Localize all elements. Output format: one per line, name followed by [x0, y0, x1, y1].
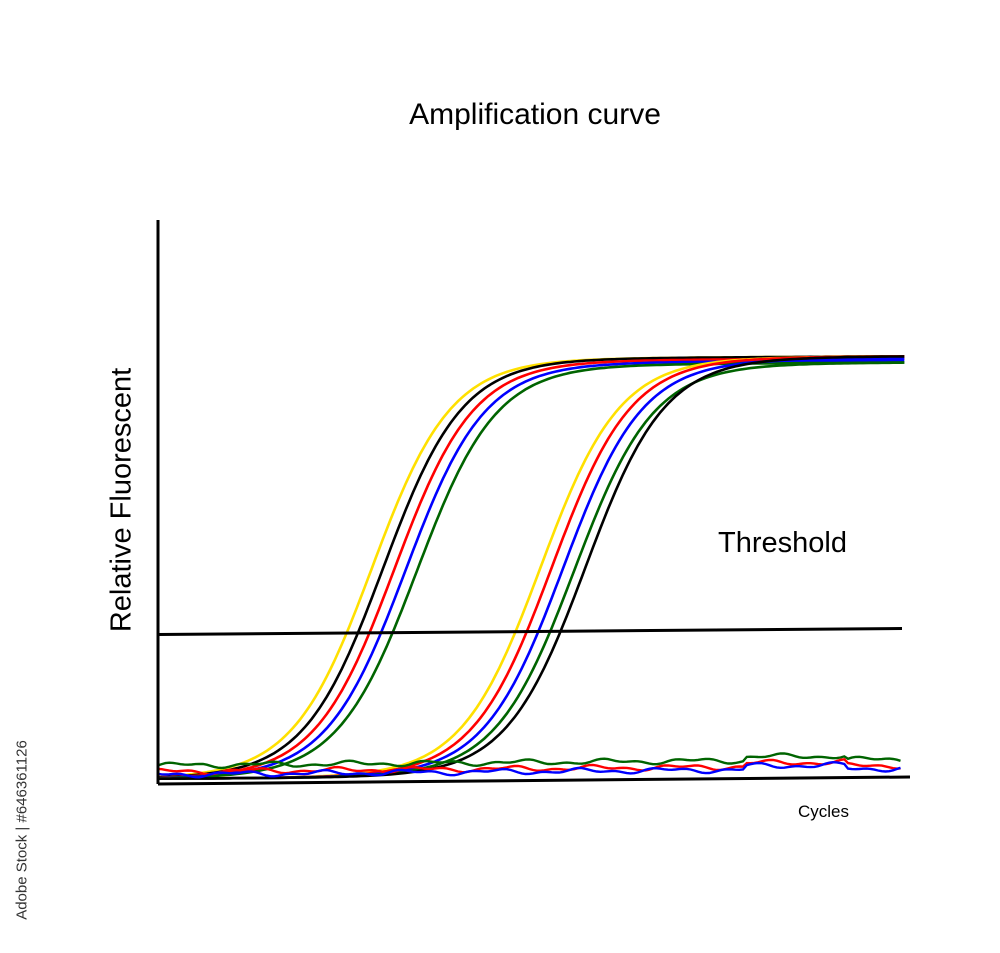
amplification-curve-blue-8 — [158, 357, 905, 780]
amplification-curve-yellow-1 — [157, 355, 905, 779]
threshold-line — [157, 627, 903, 637]
y-axis-label: Relative Fluorescent — [105, 367, 138, 633]
threshold-label: Threshold — [718, 527, 847, 559]
amplification-curve-green-5 — [157, 361, 905, 780]
baseline-curve-red — [157, 758, 901, 776]
stock-watermark: Adobe Stock | #646361126 — [13, 740, 31, 920]
chart-title: Amplification curve — [409, 98, 661, 131]
amplification-curve-black-2 — [157, 355, 905, 779]
amplification-curve-blue-4 — [157, 359, 905, 780]
amplification-curve-black-10 — [158, 355, 905, 780]
baseline-curve-green — [157, 752, 901, 770]
curve-layer — [157, 355, 905, 780]
amplification-curve-green-9 — [158, 361, 905, 780]
amplification-curve-yellow-6 — [158, 355, 905, 780]
amplification-curve-red-3 — [157, 357, 905, 779]
x-axis — [157, 775, 911, 786]
x-axis-label: Cycles — [798, 802, 850, 821]
amplification-curve-red-7 — [158, 355, 905, 780]
baseline-curve-blue — [157, 760, 901, 779]
